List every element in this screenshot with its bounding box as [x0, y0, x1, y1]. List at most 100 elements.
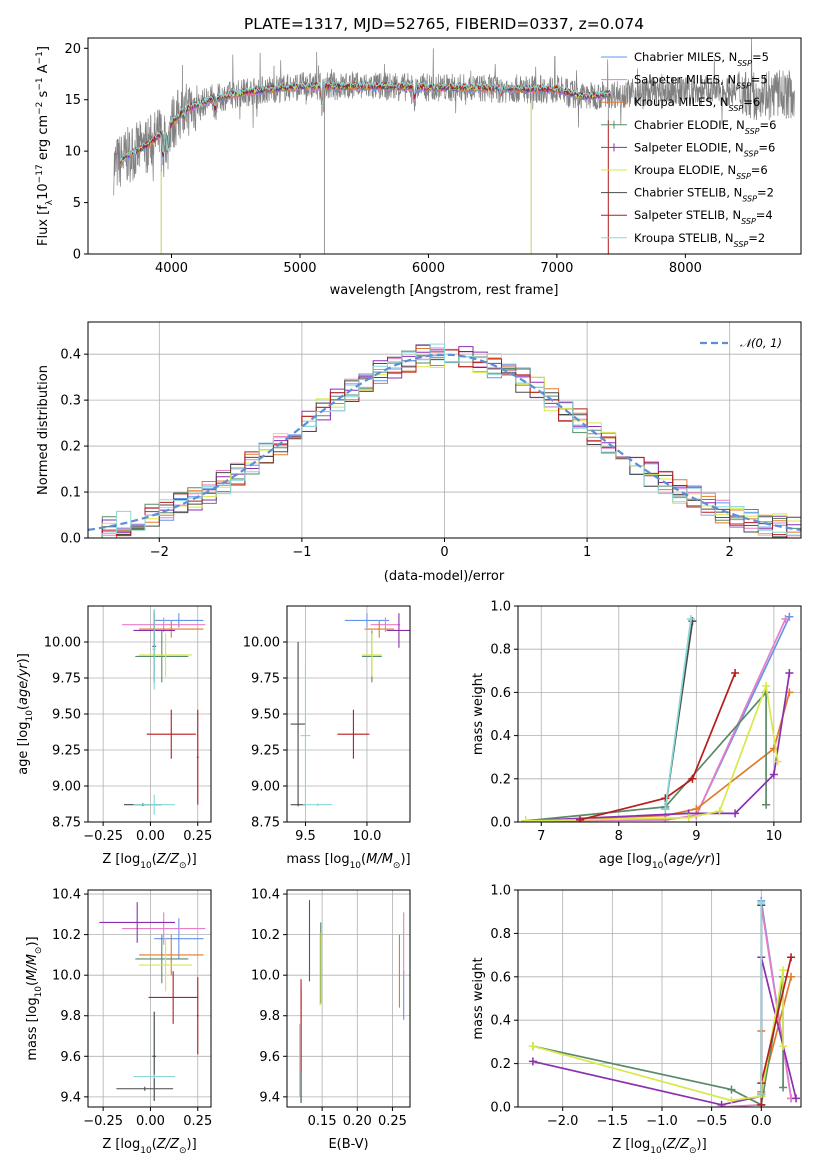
y-tick-label: 8.75: [52, 816, 81, 831]
x-tick-label: 7000: [540, 261, 573, 276]
x-tick-label: 0.25: [378, 1114, 407, 1129]
legend-label: 𝒩(0, 1): [740, 336, 782, 350]
series-marker: [576, 815, 585, 822]
x-tick-label: 0.0: [751, 1114, 772, 1129]
y-tick-label: 0.0: [60, 532, 81, 547]
x-tick-label: −1: [292, 545, 311, 560]
point-kroupa-elodie: [139, 938, 193, 992]
y-tick-label: 10.0: [251, 969, 280, 984]
series-marker: [727, 1096, 736, 1105]
plot-mass_vs_EBV: 0.15 0.20 0.25 9.4 9.6 9.8 10.0 10.2 10.4 E(B-V): [251, 888, 411, 1152]
x-axis-label: Z [log10(Z/Z⊙)]: [612, 1137, 706, 1156]
data-layer: [299, 900, 405, 1103]
x-axis-label: E(B-V): [328, 1137, 368, 1152]
axes-frame: [87, 889, 212, 1108]
legend-label: Salpeter ELODIE, NSSP=6: [634, 140, 775, 158]
y-tick-label: 9.25: [251, 744, 280, 759]
y-tick-label: 0: [73, 248, 81, 263]
x-tick-label: −2.0: [547, 1114, 579, 1129]
point-salpeter-stelib: [146, 709, 196, 759]
y-tick-label: 1.0: [490, 600, 511, 615]
series-line: [532, 976, 784, 1107]
x-tick-label: −0.5: [696, 1114, 728, 1129]
y-tick-label: 0.0: [490, 1101, 511, 1116]
data-layer: [528, 896, 801, 1107]
x-axis-label: wavelength [Angstrom, rest frame]: [330, 283, 559, 298]
y-tick-label: 10.2: [251, 928, 280, 943]
point-chabrier-miles: [154, 613, 204, 628]
y-tick-label: 0.2: [490, 772, 511, 787]
plot-age_vs_mass: 9.5 10.0 8.75 9.00 9.25 9.50 9.75 10.00 mass [lo…: [243, 605, 411, 871]
y-tick-label: 9.8: [259, 1009, 280, 1024]
x-tick-label: 0.00: [136, 829, 165, 844]
data-layer: [521, 612, 794, 822]
series-kroupa-stelib: [757, 899, 766, 1098]
series-line: [525, 690, 767, 822]
axes-layer: 9.5 10.0 8.75 9.00 9.25 9.50 9.75 10.00 mass [lo…: [243, 605, 411, 871]
axes-layer: −2.0 −1.5 −1.0 −0.5 0.0 0.0 0.2 0.4 0.6 0.8 1.0 Z […: [471, 884, 802, 1156]
series-marker: [785, 668, 794, 677]
series-line: [525, 672, 791, 822]
series-salpeter-stelib: [576, 668, 740, 822]
y-tick-label: 10.0: [52, 969, 81, 984]
x-axis-label: Z [log10(Z/Z⊙)]: [102, 852, 196, 871]
model-spectrum-salpeter-stelib: [119, 80, 611, 163]
point-chabrier-miles: [154, 918, 204, 959]
x-tick-label: 0.25: [183, 829, 212, 844]
y-tick-label: 9.8: [60, 1009, 81, 1024]
point-chabrier-stelib: [116, 1086, 174, 1091]
y-axis-label: mass weight: [471, 673, 486, 755]
axes-layer: −0.25 0.00 0.25 8.75 9.00 9.25 9.50 9.75 10.00 Z …: [16, 605, 212, 871]
axes-layer: −0.25 0.00 0.25 9.4 9.6 9.8 10.0 10.2 10.4 Z [log…: [25, 888, 212, 1156]
series-line: [664, 618, 692, 810]
y-tick-label: 0.1: [60, 486, 81, 501]
series-marker: [686, 614, 695, 623]
series-marker: [779, 1083, 788, 1092]
figure-title: PLATE=1317, MJD=52765, FIBERID=0337, z=0…: [244, 15, 644, 33]
plot-mass_vs_Z: −0.25 0.00 0.25 9.4 9.6 9.8 10.0 10.2 10.4 Z [log…: [25, 888, 212, 1156]
y-tick-label: 0.2: [60, 440, 81, 455]
plot-spectrum: 4000 5000 6000 7000 8000 0 5 10 15 20 wavelength […: [35, 37, 802, 298]
y-tick-label: 0.4: [60, 348, 81, 363]
data-layer: [88, 343, 801, 538]
plot-residuals: −2 −1 0 1 2 0.0 0.1 0.2 0.3 0.4 (data-model)/error…: [36, 321, 802, 584]
legend: Chabrier MILES, NSSP=5 Salpeter MILES, NS…: [601, 50, 776, 248]
x-tick-label: 1: [583, 545, 591, 560]
point-salpeter-miles: [370, 617, 401, 632]
series-marker: [692, 805, 701, 814]
y-tick-label: 0.2: [490, 1057, 511, 1072]
series-marker: [731, 809, 740, 818]
x-tick-label: 0.15: [308, 1114, 337, 1129]
point-chabrier-elodie: [135, 630, 189, 683]
y-axis-label: mass weight: [471, 957, 486, 1039]
x-axis-label: mass [log10(M/M⊙)]: [286, 852, 410, 871]
y-tick-label: 9.75: [52, 672, 81, 687]
y-tick-label: 9.6: [259, 1050, 280, 1065]
histogram-kroupa-stelib: [88, 343, 801, 538]
point-salpeter-stelib: [196, 977, 199, 1055]
x-tick-label: −0.25: [83, 829, 123, 844]
legend-label: Chabrier ELODIE, NSSP=6: [634, 118, 776, 136]
point-chabrier-stelib: [152, 1011, 157, 1101]
series-marker: [528, 1057, 537, 1066]
x-tick-label: −1.0: [646, 1114, 678, 1129]
y-axis-label: Flux [fλ10−17 erg cm−2 s−1 A−1]: [35, 46, 55, 246]
series-marker: [792, 1094, 801, 1103]
y-tick-label: 10.00: [243, 636, 280, 651]
plot-weight_vs_Z: −2.0 −1.5 −1.0 −0.5 0.0 0.0 0.2 0.4 0.6 0.8 1.0 Z […: [471, 884, 802, 1156]
y-axis-label: Normed distribution: [36, 365, 51, 495]
series-chabrier-elodie: [521, 688, 771, 822]
axes-layer: 7 8 9 10 0.0 0.2 0.4 0.6 0.8 1.0 age [log10(age/yr…: [471, 600, 802, 871]
series-marker: [717, 1100, 726, 1107]
y-tick-label: 9.50: [52, 708, 81, 723]
point-salpeter-stelib: [148, 971, 198, 1024]
y-tick-label: 0.0: [490, 816, 511, 831]
series-chabrier-stelib: [661, 617, 697, 814]
axes-layer: 0.15 0.20 0.25 9.4 9.6 9.8 10.0 10.2 10.4 E(B-V): [251, 888, 411, 1152]
point-chabrier-elodie: [135, 934, 189, 984]
y-axis-label: mass [log10(M/M⊙)]: [25, 936, 44, 1060]
axes-frame: [286, 605, 411, 823]
x-axis-label: (data-model)/error: [384, 569, 505, 584]
point-chabrier-miles: [344, 613, 390, 628]
